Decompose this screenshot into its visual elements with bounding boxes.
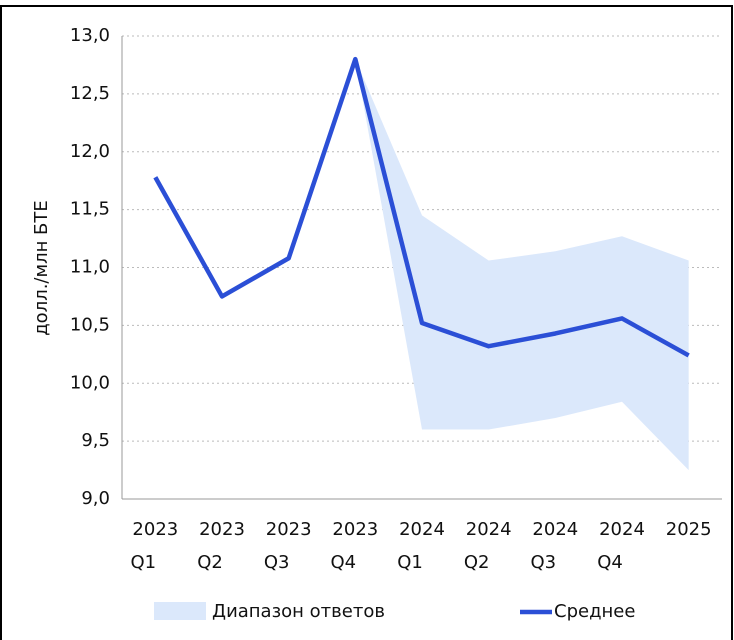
y-tick-label: 9,0 — [81, 488, 110, 509]
x-tick-label: 2023 — [332, 519, 378, 540]
x-tick-label: 2024 — [399, 519, 445, 540]
y-tick-label: 9,5 — [81, 430, 110, 451]
legend-label: Диапазон ответов — [212, 601, 385, 622]
x-tick-label: 2023 — [199, 519, 245, 540]
x-tick-label: 2023 — [266, 519, 312, 540]
x-tick-label: Q1 — [131, 552, 157, 573]
x-tick-label: Q4 — [331, 552, 357, 573]
y-tick-label: 12,0 — [70, 141, 110, 162]
x-tick-label: 2024 — [466, 519, 512, 540]
y-tick-label: 10,5 — [70, 314, 110, 335]
x-tick-label: Q1 — [397, 552, 423, 573]
x-tick-label: Q3 — [264, 552, 290, 573]
range-band — [355, 59, 689, 471]
x-tick-label: 2024 — [599, 519, 645, 540]
x-tick-label: 2025 — [666, 519, 712, 540]
y-axis-label: долл./млн БТЕ — [31, 200, 52, 336]
y-tick-label: 13,0 — [70, 25, 110, 46]
line — [153, 56, 690, 358]
x-tick-label: Q2 — [197, 552, 223, 573]
x-tick-label: Q2 — [464, 552, 490, 573]
legend-swatch — [154, 602, 206, 620]
frame — [0, 5, 733, 640]
y-tick-label: 11,5 — [70, 199, 110, 220]
x-tick-label: 2023 — [132, 519, 178, 540]
y-tick-label: 11,0 — [70, 257, 110, 278]
legend-label: Среднее — [554, 601, 635, 622]
x-tick-label: 2024 — [532, 519, 578, 540]
y-tick-label: 12,5 — [70, 83, 110, 104]
y-tick-label: 10,0 — [70, 372, 110, 393]
x-tick-label: Q4 — [597, 552, 623, 573]
x-tick-label: Q3 — [531, 552, 557, 573]
